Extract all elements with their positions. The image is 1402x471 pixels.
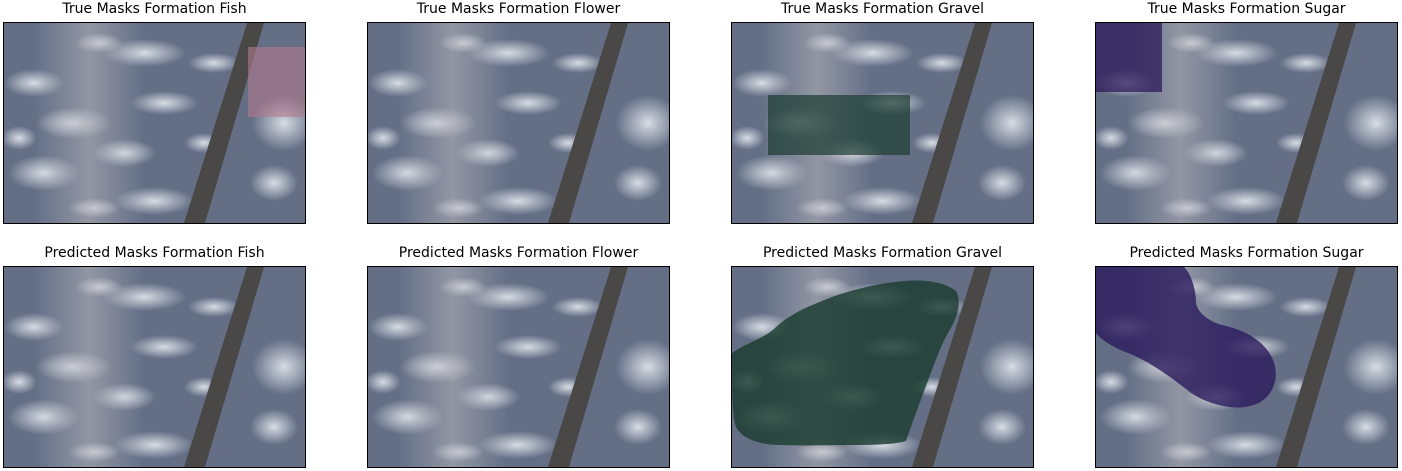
satellite-image: [367, 22, 670, 224]
satellite-image: [1095, 266, 1398, 468]
true-mask-sugar: [1096, 23, 1162, 92]
predicted-mask-gravel: [732, 280, 959, 446]
predicted-mask-sugar: [1096, 267, 1276, 408]
satellite-image: [731, 266, 1034, 468]
panel-true-fish: True Masks Formation Fish: [3, 0, 306, 224]
satellite-image-svg: [732, 267, 1033, 467]
satellite-image-svg: [4, 267, 305, 467]
panel-title: Predicted Masks Formation Gravel: [762, 245, 1003, 261]
satellite-image: [3, 266, 306, 468]
panel-predicted-flower: Predicted Masks Formation Flower: [367, 244, 670, 468]
panel-title: True Masks Formation Flower: [416, 1, 621, 17]
panel-title: Predicted Masks Formation Flower: [398, 245, 639, 261]
panel-title: True Masks Formation Fish: [62, 1, 247, 17]
panel-true-flower: True Masks Formation Flower: [367, 0, 670, 224]
satellite-image-svg: [368, 267, 669, 467]
panel-title: True Masks Formation Sugar: [1147, 1, 1346, 17]
true-mask-fish: [248, 47, 305, 117]
satellite-image-svg: [1096, 267, 1397, 467]
satellite-image-svg: [368, 23, 669, 223]
satellite-image-svg: [4, 23, 305, 223]
panel-title: Predicted Masks Formation Sugar: [1129, 245, 1364, 261]
panel-title: True Masks Formation Gravel: [780, 1, 985, 17]
panel-title: Predicted Masks Formation Fish: [44, 245, 265, 261]
satellite-image-svg: [732, 23, 1033, 223]
panel-true-gravel: True Masks Formation Gravel: [731, 0, 1034, 224]
satellite-image: [731, 22, 1034, 224]
satellite-image: [3, 22, 306, 224]
panel-true-sugar: True Masks Formation Sugar: [1095, 0, 1398, 224]
panel-predicted-fish: Predicted Masks Formation Fish: [3, 244, 306, 468]
true-mask-gravel: [768, 95, 910, 155]
satellite-image: [1095, 22, 1398, 224]
panel-predicted-sugar: Predicted Masks Formation Sugar: [1095, 244, 1398, 468]
satellite-image: [367, 266, 670, 468]
panel-predicted-gravel: Predicted Masks Formation Gravel: [731, 244, 1034, 468]
satellite-image-svg: [1096, 23, 1397, 223]
